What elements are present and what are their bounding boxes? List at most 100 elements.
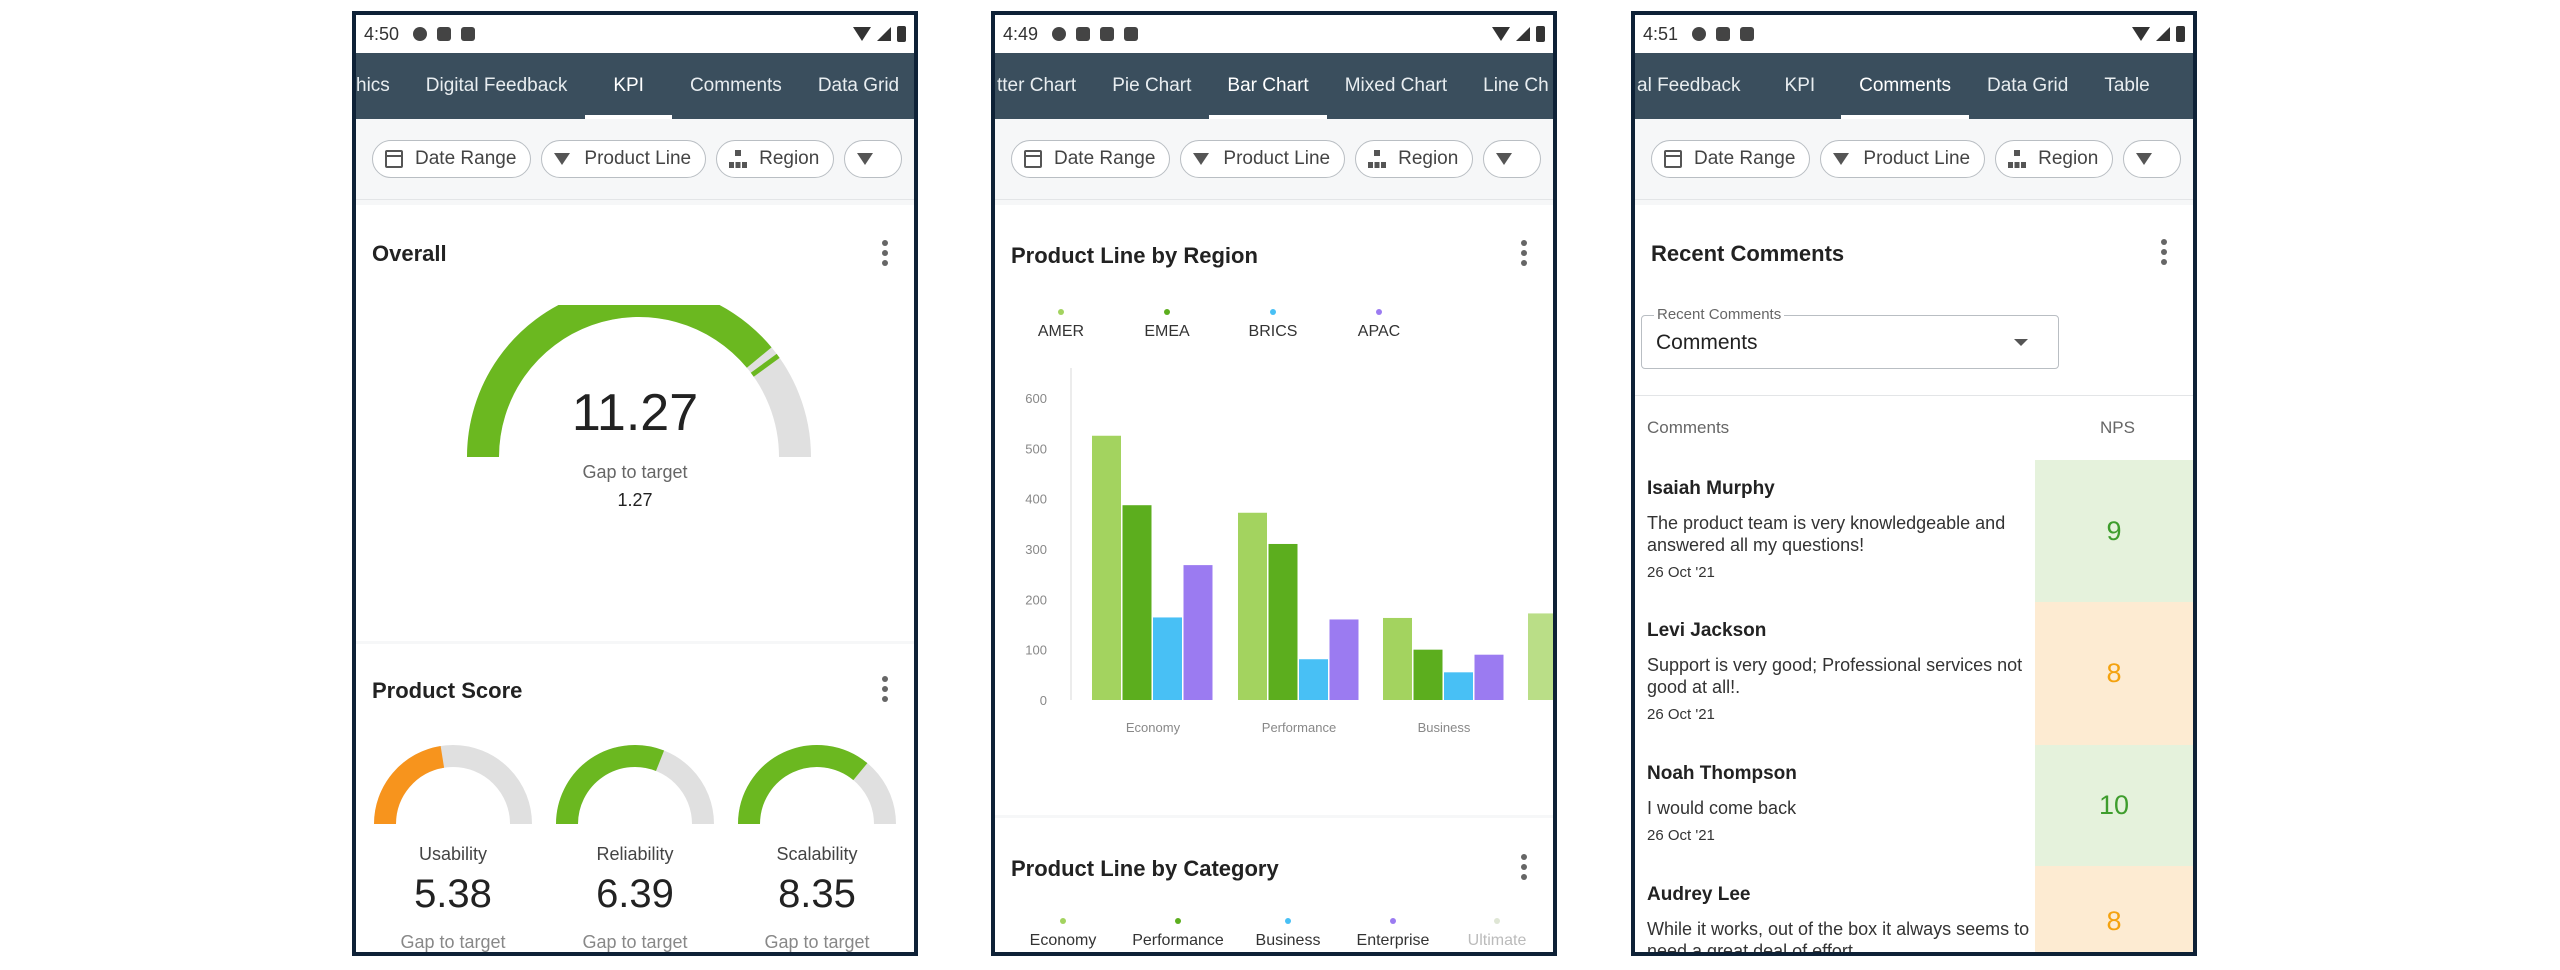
nps-score: 8 [2035, 602, 2193, 745]
legend-item-emea[interactable]: EMEA [1127, 309, 1207, 341]
more-options-icon[interactable] [1521, 854, 1527, 884]
nps-column-header: NPS [2100, 418, 2135, 437]
more-options-icon[interactable] [882, 240, 888, 270]
comment-date: 26 Oct '21 [1647, 827, 1715, 844]
legend-dot [1164, 309, 1170, 315]
legend-label: Enterprise [1356, 932, 1430, 949]
shield-icon [1100, 27, 1115, 41]
product-line-chip[interactable]: Product Line [1820, 140, 1986, 178]
date-range-chip[interactable]: Date Range [372, 140, 532, 178]
battery-icon [1536, 26, 1545, 42]
tab-digital-feedback[interactable]: Digital Feedback [425, 75, 568, 96]
region-chip[interactable]: Region [716, 140, 835, 178]
bar-apac-business[interactable] [1474, 654, 1504, 700]
tab-kpi[interactable]: KPI [1784, 75, 1816, 96]
tab-bar: hics Digital Feedback KPI Comments Data … [356, 53, 914, 119]
tab-digital-feedback[interactable]: al Feedback [1637, 75, 1741, 96]
phone-comments: 4:51 al Feedback KPI Comments Data Grid … [1631, 11, 2197, 956]
legend-item-brics[interactable]: BRICS [1233, 309, 1313, 341]
bar-partial-offscreen [1528, 613, 1553, 700]
sd-card-icon [461, 27, 476, 41]
bar-brics-economy[interactable] [1153, 617, 1182, 700]
bar-apac-performance[interactable] [1329, 619, 1359, 700]
shield-icon [437, 27, 452, 41]
bar-apac-economy[interactable] [1183, 565, 1213, 700]
region-chip[interactable]: Region [1995, 140, 2114, 178]
commenter-name: Isaiah Murphy [1647, 478, 1775, 499]
more-options-icon[interactable] [2161, 239, 2167, 269]
more-filters-chip[interactable] [2123, 140, 2182, 178]
bar-emea-economy[interactable] [1122, 505, 1152, 700]
legend-item-ultimate[interactable]: Ultimate [1442, 918, 1552, 950]
bar-emea-business[interactable] [1413, 649, 1443, 700]
y-tick-label: 400 [1025, 492, 1047, 507]
chip-label: Date Range [1054, 148, 1156, 169]
sd-card-icon [1124, 27, 1139, 41]
legend-item-enterprise[interactable]: Enterprise [1338, 918, 1448, 950]
calendar-icon [1664, 150, 1682, 168]
table-row[interactable]: Audrey Lee While it works, out of the box… [1635, 866, 2193, 952]
more-options-icon[interactable] [882, 676, 888, 706]
tab-line-chart[interactable]: Line Ch [1483, 75, 1549, 96]
hierarchy-icon [729, 150, 748, 168]
more-options-icon[interactable] [1521, 240, 1527, 270]
legend-item-apac[interactable]: APAC [1339, 309, 1419, 341]
bar-amer-performance[interactable] [1238, 512, 1267, 700]
overall-gauge [467, 305, 811, 458]
score-value: 8.35 [778, 872, 856, 916]
chip-label: Date Range [415, 148, 517, 169]
battery-icon [2176, 26, 2185, 42]
tab-mixed-chart[interactable]: Mixed Chart [1344, 75, 1448, 96]
tab-bar: tter Chart Pie Chart Bar Chart Mixed Cha… [995, 53, 1553, 119]
status-bar: 4:49 [995, 15, 1553, 53]
score-gauge [374, 745, 532, 825]
table-row[interactable]: Noah Thompson I would come back 26 Oct '21… [1635, 745, 2193, 867]
bar-emea-performance[interactable] [1268, 543, 1298, 700]
legend-item-amer[interactable]: AMER [1021, 309, 1101, 341]
bar-brics-performance[interactable] [1299, 659, 1328, 700]
wifi-icon [853, 27, 871, 41]
product-line-chip[interactable]: Product Line [541, 140, 707, 178]
bar-amer-economy[interactable] [1092, 435, 1121, 700]
card-title: Recent Comments [1651, 241, 1845, 266]
tab-scatter-chart[interactable]: tter Chart [997, 75, 1077, 96]
comments-select[interactable]: Recent Comments Comments [1641, 306, 2059, 369]
tab-data-grid[interactable]: Data Grid [1987, 75, 2069, 96]
date-range-chip[interactable]: Date Range [1011, 140, 1171, 178]
shield-icon [1716, 27, 1731, 41]
table-row[interactable]: Isaiah Murphy The product team is very kn… [1635, 460, 2193, 603]
comment-text: I would come back [1647, 798, 1797, 818]
tab-data-grid[interactable]: Data Grid [817, 75, 900, 96]
tab-comments[interactable]: Comments [1841, 53, 1969, 119]
tab-table[interactable]: Table [2104, 75, 2150, 96]
tab-kpi[interactable]: KPI [585, 53, 672, 119]
chip-label: Product Line [1863, 148, 1971, 169]
bar-brics-business[interactable] [1444, 672, 1473, 700]
status-time: 4:49 [1003, 23, 1039, 44]
table-row[interactable]: Levi Jackson Support is very good; Profes… [1635, 602, 2193, 746]
bar-chart-card: Product Line by Region AMER EMEA BRICS APAC… [995, 205, 1553, 815]
legend-label: EMEA [1144, 323, 1190, 340]
bar-amer-business[interactable] [1383, 617, 1412, 700]
legend-item-performance[interactable]: Performance [1123, 918, 1233, 950]
more-filters-chip[interactable] [1483, 140, 1542, 178]
status-time: 4:51 [1643, 23, 1679, 44]
y-tick-label: 100 [1025, 643, 1047, 658]
x-tick-label: Business [1418, 720, 1471, 735]
date-range-chip[interactable]: Date Range [1651, 140, 1811, 178]
product-score-card: Product Score Usability 5.38 Gap to target… [356, 644, 914, 952]
product-line-chip[interactable]: Product Line [1180, 140, 1346, 178]
region-chip[interactable]: Region [1355, 140, 1474, 178]
legend-item-business[interactable]: Business [1233, 918, 1343, 950]
tab-bar-chart[interactable]: Bar Chart [1209, 53, 1328, 119]
more-filters-chip[interactable] [844, 140, 903, 178]
wifi-icon [1492, 27, 1510, 41]
tab-graphics[interactable]: hics [356, 75, 390, 96]
y-tick-label: 500 [1025, 441, 1047, 456]
score-item-reliability: Reliability 6.39 Gap to target [554, 744, 724, 952]
tab-comments[interactable]: Comments [689, 75, 782, 96]
chip-label: Region [759, 148, 820, 169]
tab-pie-chart[interactable]: Pie Chart [1112, 75, 1192, 96]
legend-item-economy[interactable]: Economy [1008, 918, 1118, 950]
status-bar: 4:51 [1635, 15, 2193, 53]
